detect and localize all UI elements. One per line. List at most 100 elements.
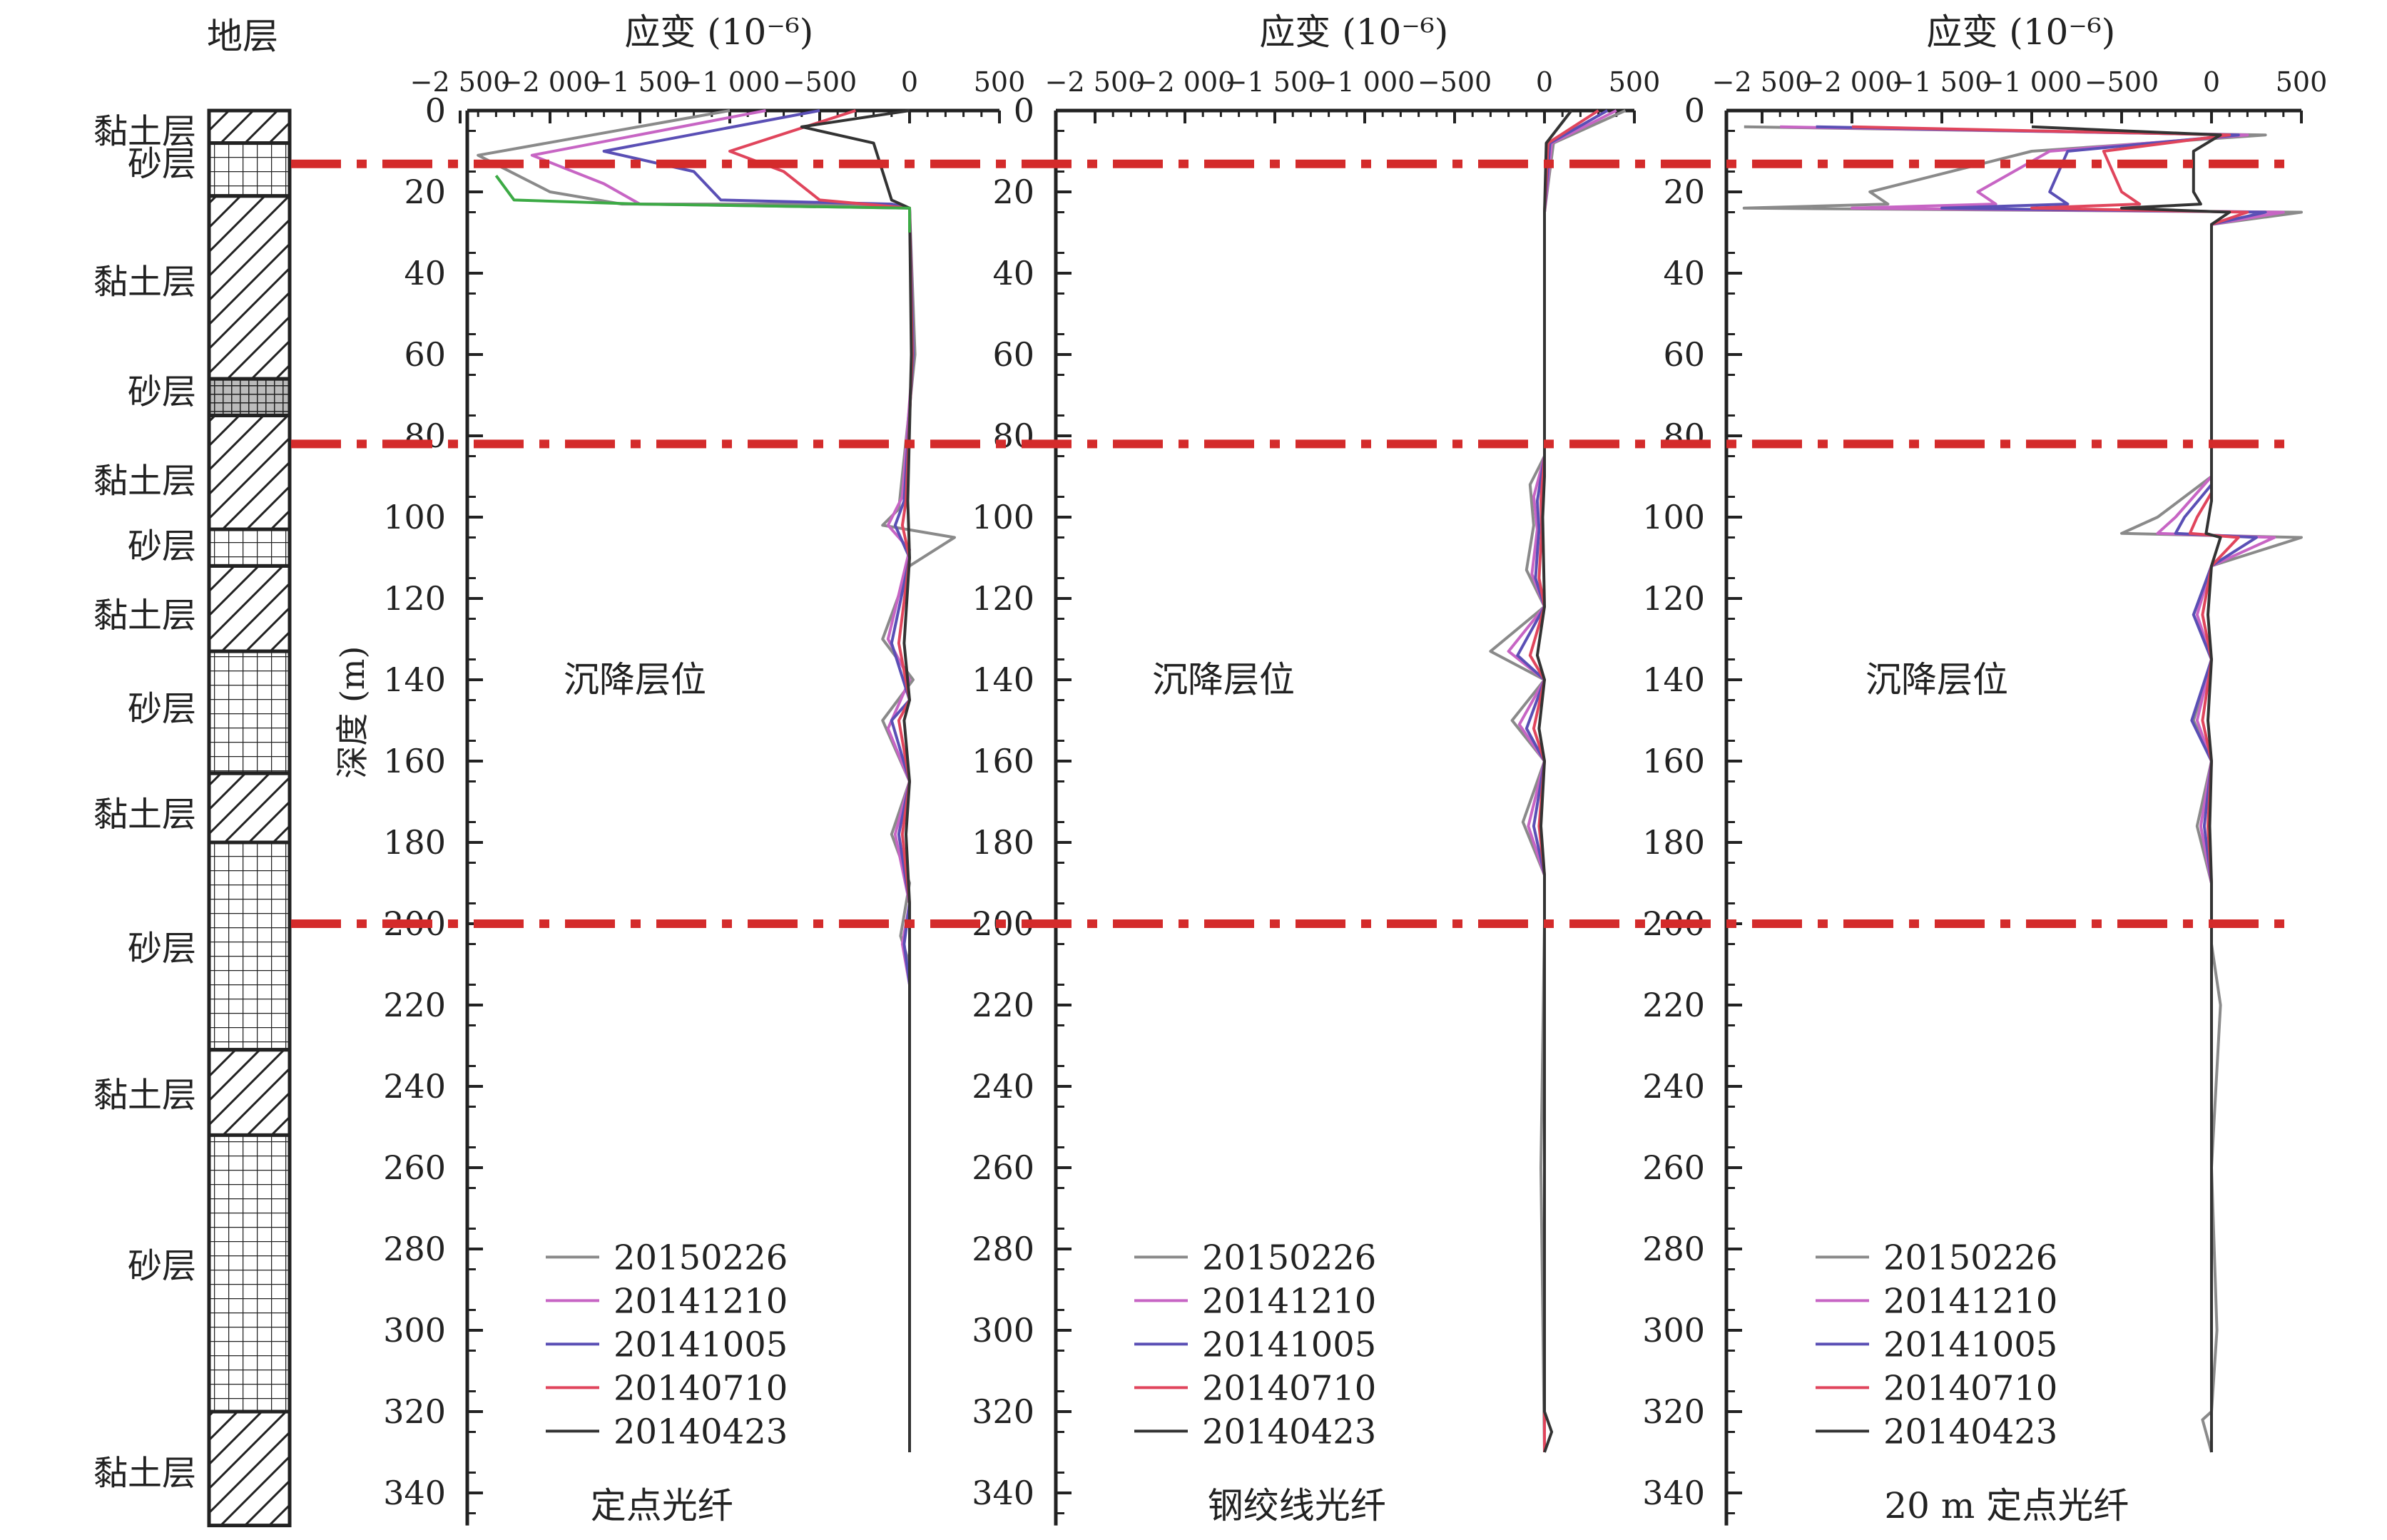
legend-label: 20141210 [1883, 1281, 2057, 1321]
y-tick-label: 340 [1642, 1474, 1705, 1512]
y-tick-label: 260 [383, 1148, 446, 1187]
y-tick-label: 120 [972, 579, 1034, 618]
y-tick-label: 300 [972, 1311, 1034, 1350]
stratum-label: 砂层 [128, 689, 196, 729]
x-tick-label: −2 000 [1802, 66, 1903, 98]
settlement-marker-lines [291, 159, 2290, 928]
y-tick-label: 80 [992, 417, 1034, 455]
y-tick-label: 320 [972, 1392, 1034, 1431]
y-tick-label: 260 [972, 1148, 1034, 1187]
y-tick-label: 260 [1642, 1148, 1705, 1187]
stratum-label: 黏土层 [93, 262, 196, 302]
y-tick-label: 140 [972, 661, 1034, 699]
chart-caption: 钢绞线光纤 [1208, 1485, 1386, 1526]
y-tick-label: 140 [383, 661, 446, 699]
y-tick-label: 40 [992, 254, 1034, 292]
legend-label: 20141210 [1202, 1281, 1376, 1321]
y-tick-label: 180 [383, 823, 446, 862]
y-tick-label: 20 [1663, 173, 1705, 211]
chart-caption: 定点光纤 [591, 1485, 733, 1526]
stratum-clay [207, 108, 292, 146]
y-tick-label: 80 [1663, 417, 1705, 455]
legend-label: 20150226 [1202, 1238, 1376, 1278]
stratum-sand [207, 141, 292, 198]
y-tick-label: 160 [383, 742, 446, 780]
x-tick-label: −2 000 [500, 66, 601, 98]
chart-panel-3: 应变 (10⁻⁶)0204060801001201401601802002202… [1642, 11, 2327, 1526]
y-tick-label: 100 [1642, 498, 1705, 536]
y-tick-label: 20 [992, 173, 1034, 211]
stratum-sand [207, 1133, 292, 1414]
y-tick-label: 340 [383, 1474, 446, 1512]
stratum-sand [207, 649, 292, 775]
y-tick-label: 340 [972, 1474, 1034, 1512]
stratum-label: 黏土层 [93, 1454, 196, 1494]
legend-label: 20140710 [1883, 1368, 2057, 1408]
stratum-label: 砂层 [128, 372, 196, 412]
stratum-label: 黏土层 [93, 596, 196, 636]
y-tick-label: 220 [972, 986, 1034, 1024]
y-tick-label: 300 [1642, 1311, 1705, 1350]
legend-label: 20141005 [614, 1325, 788, 1365]
y-tick-label: 120 [383, 579, 446, 618]
legend-label: 20140423 [1202, 1412, 1376, 1452]
x-tick-label: 0 [2203, 66, 2220, 98]
x-tick-label: −1 500 [590, 66, 691, 98]
legend-label: 20140423 [1883, 1412, 2057, 1452]
legend-label: 20140710 [614, 1368, 788, 1408]
y-tick-label: 180 [972, 823, 1034, 862]
x-tick-label: 500 [1609, 66, 1661, 98]
y-tick-label: 100 [972, 498, 1034, 536]
x-tick-label: 0 [1536, 66, 1553, 98]
y-tick-label: 220 [1642, 986, 1705, 1024]
y-tick-label: 140 [1642, 661, 1705, 699]
x-tick-label: −1 000 [1315, 66, 1415, 98]
y-tick-label: 280 [383, 1230, 446, 1268]
stratum-sand [207, 840, 292, 1052]
y-tick-label: 220 [383, 986, 446, 1024]
chart-caption: 20 m 定点光纤 [1884, 1485, 2129, 1526]
stratum-clay [207, 414, 292, 531]
y-tick-label: 160 [1642, 742, 1705, 780]
y-tick-label: 300 [383, 1311, 446, 1350]
y-tick-label: 320 [1642, 1392, 1705, 1431]
x-tick-label: −1 000 [1982, 66, 2082, 98]
x-tick-label: −500 [1418, 66, 1492, 98]
stratum-clay [207, 771, 292, 845]
x-tick-label: −500 [783, 66, 857, 98]
y-tick-label: 60 [1663, 335, 1705, 374]
series-line-extra [494, 175, 911, 233]
x-tick-label: −2 500 [410, 66, 511, 98]
stratum-clay [207, 1409, 292, 1528]
y-tick-label: 60 [404, 335, 446, 374]
stratum-sand_dense [207, 377, 292, 418]
y-tick-label: 280 [972, 1230, 1034, 1268]
x-tick-label: −2 000 [1135, 66, 1236, 98]
y-tick-label: 40 [404, 254, 446, 292]
x-tick-label: −1 000 [680, 66, 780, 98]
y-tick-label: 100 [383, 498, 446, 536]
stratum-clay [207, 1048, 292, 1137]
x-tick-label: 500 [2276, 66, 2328, 98]
series-line-20140710 [728, 109, 914, 1452]
strata-layers [207, 108, 292, 1528]
stratum-clay [207, 564, 292, 653]
series-line-20141005 [1816, 125, 2267, 1452]
y-tick-label: 60 [992, 335, 1034, 374]
series-line-20141210 [1507, 109, 1617, 1452]
y-tick-label: 240 [972, 1067, 1034, 1106]
y-tick-label: 0 [1014, 91, 1034, 130]
series-line-20150226 [1489, 109, 1627, 1453]
x-tick-label: −1 500 [1225, 66, 1325, 98]
x-tick-label: 500 [974, 66, 1026, 98]
stratum-label: 黏土层 [93, 1075, 196, 1115]
y-tick-label: 320 [383, 1392, 446, 1431]
chart-title: 应变 (10⁻⁶) [624, 11, 813, 53]
legend-label: 20140423 [614, 1412, 788, 1452]
y-tick-label: 80 [404, 417, 446, 455]
x-tick-label: 0 [901, 66, 918, 98]
stratum-label: 砂层 [128, 929, 196, 969]
